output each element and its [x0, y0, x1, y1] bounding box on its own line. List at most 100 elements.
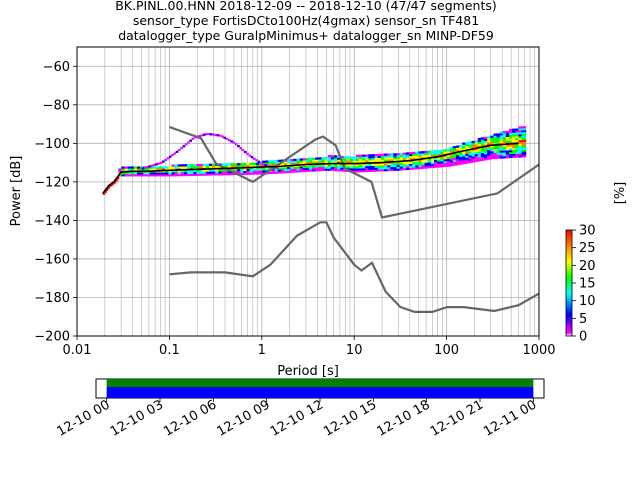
density-cell [362, 160, 367, 163]
density-cell [324, 168, 330, 171]
density-cell [515, 136, 520, 139]
density-cell [193, 173, 199, 176]
density-cell [330, 160, 336, 164]
density-cell [155, 174, 161, 177]
density-cell [133, 168, 139, 171]
density-cell [218, 134, 222, 137]
density-cell [368, 156, 374, 159]
density-cell [405, 161, 411, 165]
density-cell [177, 166, 183, 169]
density-cell [415, 157, 420, 160]
density-cell [233, 168, 239, 172]
density-cell [337, 157, 342, 160]
density-cell [187, 171, 192, 175]
density-cell [399, 166, 405, 169]
density-cell [449, 163, 455, 167]
density-cell [158, 174, 164, 177]
density-cell [296, 168, 302, 171]
density-cell [174, 170, 180, 173]
density-cell [449, 148, 455, 151]
density-cell [166, 157, 170, 160]
density-cell [515, 143, 520, 147]
density-cell [430, 154, 436, 157]
density-cell [196, 165, 202, 169]
noise-model-curves [169, 125, 540, 313]
grid-lines [76, 47, 539, 337]
density-cell [318, 166, 324, 170]
density-cell [158, 168, 164, 171]
density-cell [387, 165, 392, 168]
density-cell [434, 150, 439, 153]
density-cell [274, 171, 280, 174]
density-cell [415, 167, 420, 170]
density-cell [258, 172, 264, 175]
density-cell [377, 153, 383, 157]
density-cell [258, 168, 264, 171]
density-cell [212, 163, 217, 166]
density-cell [146, 168, 152, 171]
density-cell [334, 161, 339, 164]
density-cell [449, 162, 455, 165]
density-cell [499, 140, 505, 144]
density-cell [252, 172, 258, 175]
density-cell [140, 174, 145, 177]
density-cell [365, 156, 370, 159]
density-cell [190, 169, 195, 173]
density-cell [359, 154, 364, 157]
density-cell [449, 160, 455, 163]
density-cell [371, 167, 377, 170]
density-cell [430, 163, 436, 167]
density-cell [107, 185, 111, 189]
density-cell [421, 166, 427, 169]
density-cell [180, 147, 183, 150]
density-cell [302, 160, 308, 163]
density-cell [396, 156, 402, 160]
density-cell [162, 168, 167, 171]
density-cell [452, 163, 458, 166]
density-cell [168, 166, 174, 169]
density-cell [402, 162, 408, 165]
density-cell [346, 167, 352, 171]
density-cell [440, 161, 445, 164]
density-cell [228, 139, 231, 142]
density-cell [283, 161, 289, 164]
density-cell [477, 151, 483, 154]
density-cell [484, 140, 489, 143]
density-cell [337, 163, 342, 166]
density-cell [515, 140, 520, 143]
density-cell [343, 165, 349, 168]
density-cell [399, 164, 405, 167]
density-cell [359, 158, 364, 161]
density-cell [471, 158, 477, 161]
density-cell [380, 165, 386, 168]
title-line-1: BK.PINL.00.HNN 2018-12-09 -- 2018-12-10 … [115, 0, 497, 13]
density-cell [462, 154, 467, 157]
density-cell [518, 132, 524, 135]
density-cell [137, 166, 142, 169]
timeline-tick-label: 12-10 12 [268, 397, 326, 439]
density-cell [487, 147, 492, 151]
density-cell [512, 130, 517, 133]
density-cell [152, 163, 156, 167]
density-cell [305, 167, 311, 170]
density-cell [452, 153, 458, 157]
density-cell [355, 154, 361, 158]
density-cell [262, 160, 267, 163]
density-cell [321, 166, 327, 169]
high-noise-model-line [169, 125, 540, 219]
density-cell [496, 148, 502, 152]
density-cell [296, 170, 302, 173]
density-cell [290, 160, 295, 164]
density-cell [452, 146, 458, 149]
density-cell [505, 150, 511, 153]
density-cell [337, 169, 342, 172]
density-cell [355, 158, 361, 161]
density-cell [290, 158, 295, 162]
density-cell [380, 167, 386, 170]
density-cell [305, 158, 311, 161]
density-cell [424, 154, 430, 157]
density-cell [446, 162, 452, 165]
density-cell [393, 153, 399, 156]
density-cell [299, 162, 305, 165]
density-cell [130, 172, 136, 175]
